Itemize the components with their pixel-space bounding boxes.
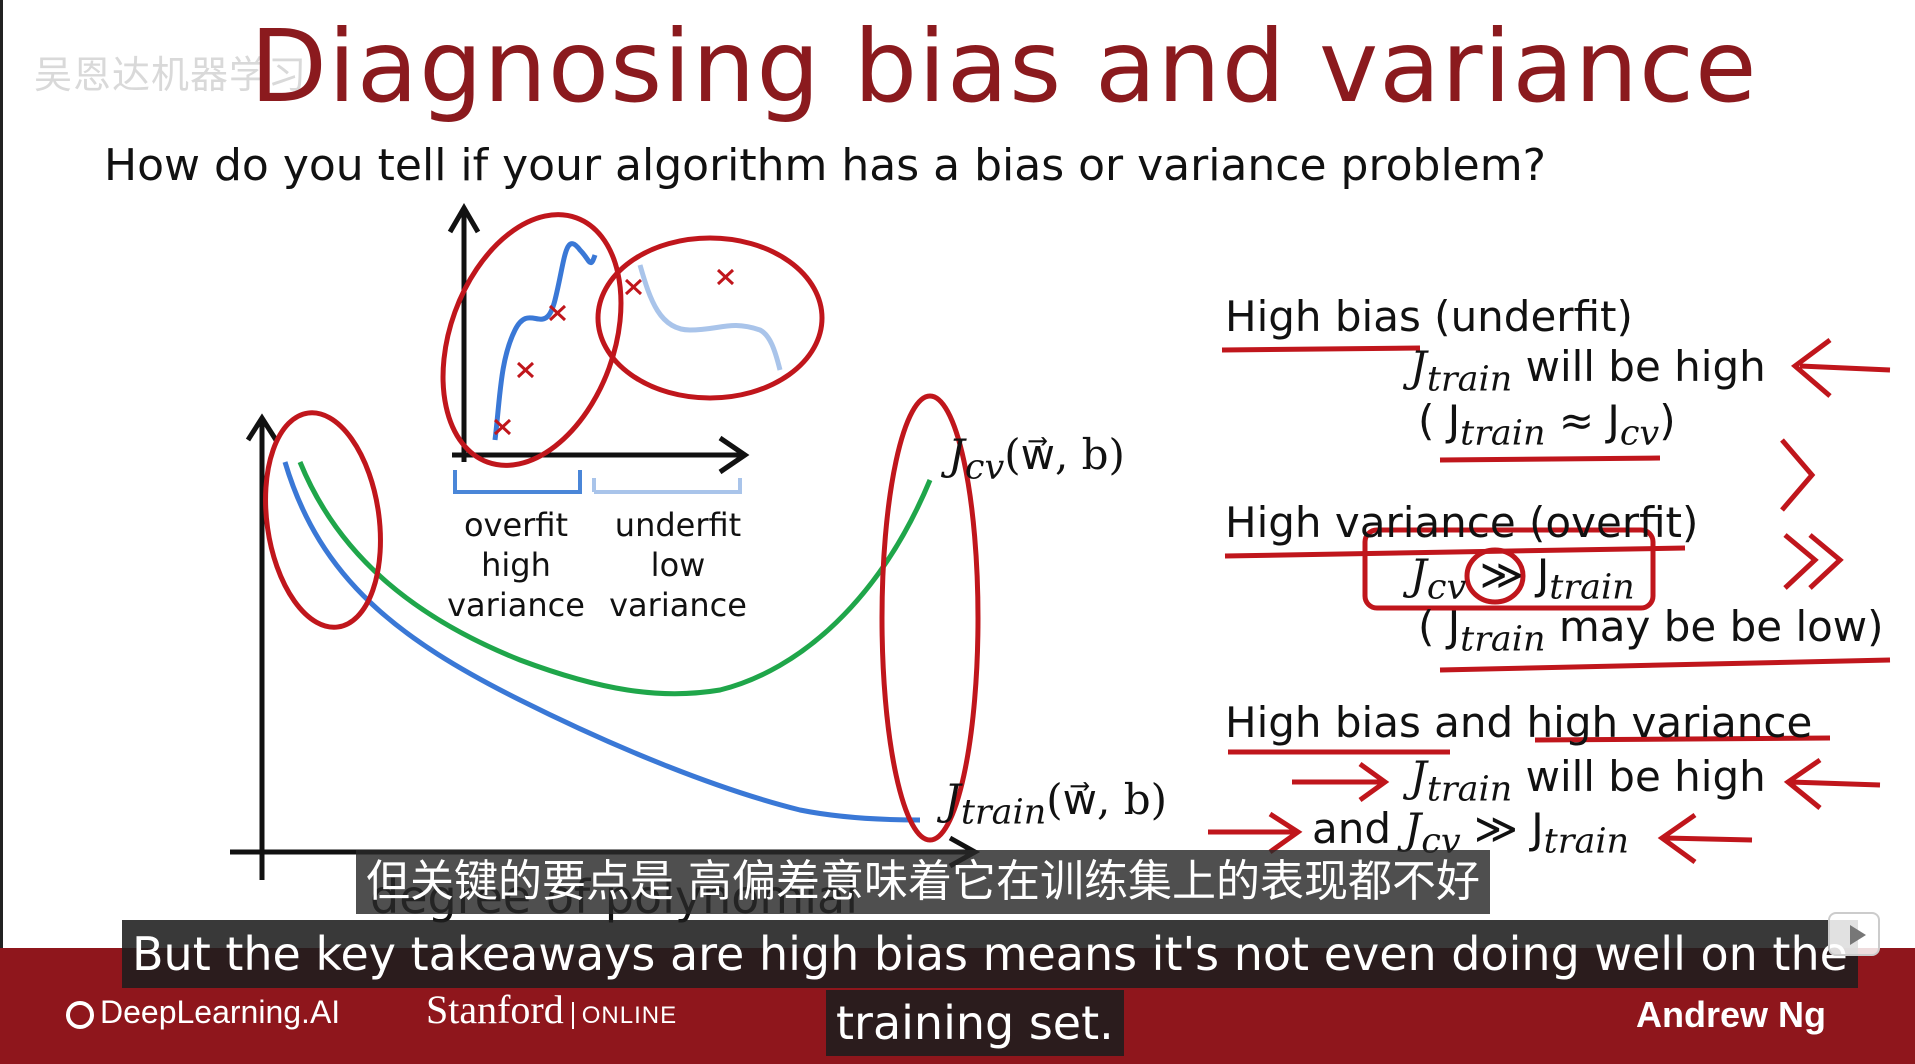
high-bias-line2: ( Jtrain ≈ Jcv)	[1418, 396, 1676, 454]
high-variance-line1: Jcv ≫ Jtrain	[1410, 550, 1635, 608]
data-points	[493, 268, 735, 436]
underline-high-variance	[1224, 545, 1686, 559]
underfit-bracket	[592, 478, 742, 494]
play-icon[interactable]	[1828, 912, 1880, 956]
left-border	[0, 0, 3, 950]
deeplearning-logo-icon	[66, 1001, 94, 1029]
jcv-curve	[297, 461, 933, 697]
jcv-label: Jcv(w⃗, b)	[948, 430, 1125, 488]
jtrain-curve	[282, 461, 921, 823]
high-bias-heading: High bias (underfit)	[1225, 292, 1633, 341]
inset-x-arrow	[718, 435, 750, 475]
inset-left-label: overfit high variance	[438, 505, 594, 625]
circle-low-degree	[263, 410, 383, 630]
stanford-logo: Stanford ONLINE	[426, 987, 678, 1032]
presenter-name: Andrew Ng	[1636, 994, 1827, 1035]
inset-right-label: underfit low variance	[600, 505, 756, 625]
overfit-text: overfit	[463, 506, 569, 544]
inset-overfit-curve	[492, 241, 598, 441]
circle-underfit	[595, 235, 825, 401]
circle-overfit	[440, 212, 624, 468]
low-text: low	[650, 546, 706, 584]
underline-may-be-low	[1439, 657, 1891, 673]
deeplearning-logo: DeepLearning.AI	[66, 994, 340, 1031]
watermark: 吴恩达机器学习	[34, 53, 308, 97]
inset-underfit-curve	[637, 264, 783, 371]
subtitle-chinese: 但关键的要点是 高偏差意味着它在训练集上的表现都不好	[356, 850, 1490, 914]
high-text: high	[481, 546, 551, 584]
slide-question: How do you tell if your algorithm has a …	[104, 140, 1546, 191]
inset-y-arrow	[447, 203, 481, 234]
box-jcv-gg-jtrain	[1362, 527, 1656, 611]
overfit-bracket	[453, 470, 582, 494]
main-y-arrow	[245, 413, 279, 442]
high-variance-line2: ( Jtrain may be be low)	[1418, 602, 1884, 660]
variance-text: variance	[447, 586, 585, 624]
circle-high-degree	[879, 393, 981, 843]
both-line1: Jtrain will be high	[1410, 752, 1766, 810]
both-heading: High bias and high variance	[1225, 698, 1813, 747]
underline-approx	[1439, 455, 1661, 463]
slide-title: Diagnosing bias and variance	[250, 8, 1758, 125]
annotation-arrows	[1208, 337, 1891, 865]
high-variance-heading: High variance (overfit)	[1225, 498, 1699, 547]
underfit-text: underfit	[614, 506, 742, 544]
subtitle-english-line2: training set.	[826, 990, 1124, 1056]
variance-text-right: variance	[609, 586, 747, 624]
underline-high-variance-both	[1534, 735, 1831, 743]
jtrain-label: Jtrain(w⃗, b)	[944, 775, 1167, 833]
underline-high-bias	[1221, 345, 1421, 353]
both-line2: and Jcv ≫ Jtrain	[1312, 804, 1630, 862]
subtitle-english-line1: But the key takeaways are high bias mean…	[122, 920, 1858, 988]
high-bias-line1: Jtrain will be high	[1410, 342, 1766, 400]
